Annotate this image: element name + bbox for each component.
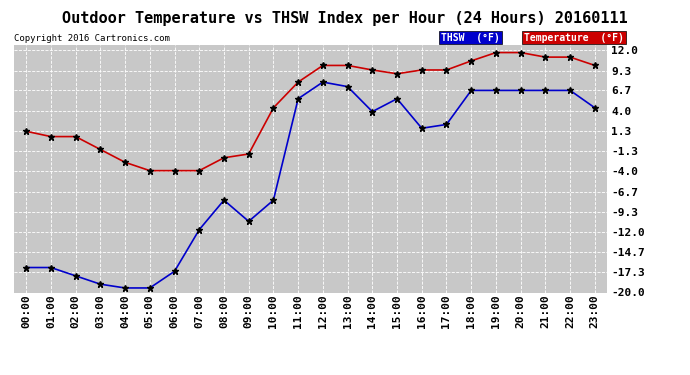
- Text: Outdoor Temperature vs THSW Index per Hour (24 Hours) 20160111: Outdoor Temperature vs THSW Index per Ho…: [62, 11, 628, 26]
- Text: THSW  (°F): THSW (°F): [441, 33, 500, 42]
- Text: Copyright 2016 Cartronics.com: Copyright 2016 Cartronics.com: [14, 33, 170, 42]
- Text: Temperature  (°F): Temperature (°F): [524, 33, 624, 42]
